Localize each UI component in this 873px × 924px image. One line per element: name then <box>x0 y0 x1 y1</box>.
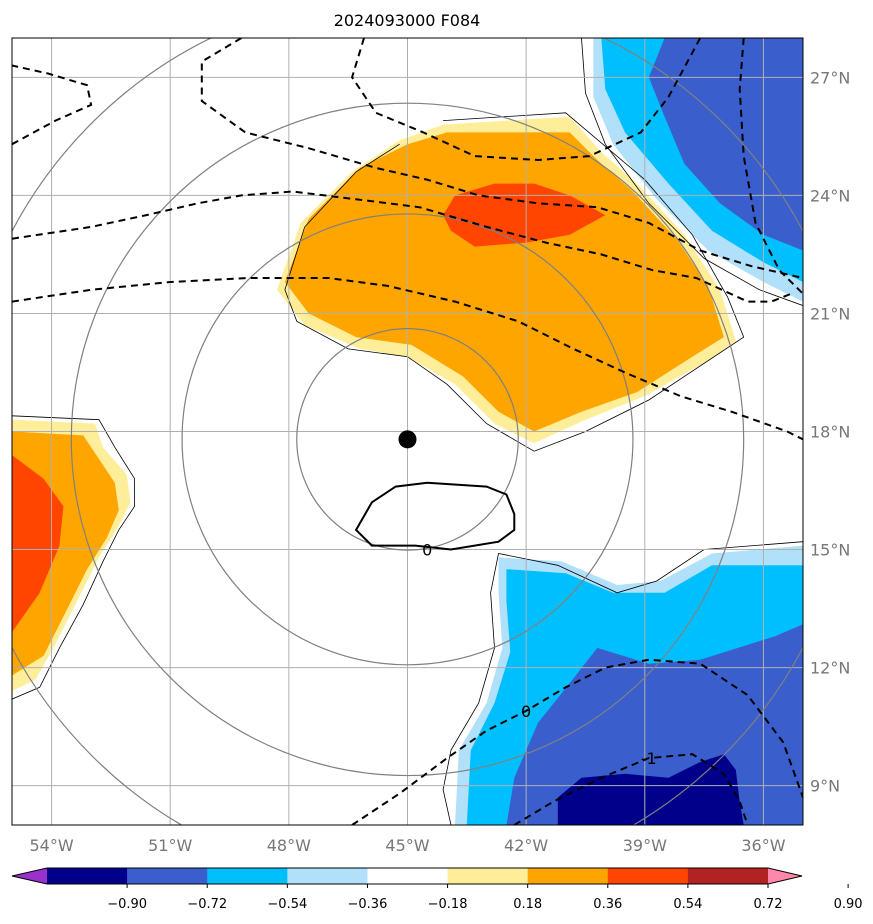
dashed-contour <box>200 38 803 279</box>
lat-tick-label: 21°N <box>810 304 850 323</box>
shading-outline-4 <box>442 541 803 825</box>
colorbar-tick-label: −0.54 <box>267 897 307 912</box>
solid-contour <box>354 481 516 551</box>
range-ring <box>181 213 634 666</box>
contour-label: 0 <box>521 702 531 721</box>
colorbar-extend-high <box>768 868 802 884</box>
contour-label: -1 <box>641 749 657 768</box>
lon-tick-label: 39°W <box>623 836 667 855</box>
colorbar-segment <box>527 868 609 884</box>
colorbar-segment <box>447 868 529 884</box>
lat-lon-grid <box>12 38 803 825</box>
colorbar-outline <box>11 867 803 885</box>
dashed-contour <box>738 38 803 295</box>
storm-center <box>398 430 417 449</box>
colorbar-tick-label: −0.18 <box>428 897 468 912</box>
colorbar-extend-low <box>12 868 47 884</box>
colorbar-segment <box>607 868 689 884</box>
axis-tick-labels: 54°W 51°W 48°W 45°W 42°W 39°W 36°W 9°N 12°N 15°N 1… <box>29 68 850 855</box>
shaded-regions <box>12 38 803 825</box>
colorbar-segment <box>287 868 368 884</box>
zero-contour-lines <box>354 481 516 551</box>
contour-labels: 0 0 -1 <box>422 541 657 769</box>
lon-tick-label: 36°W <box>741 836 785 855</box>
dashed-contour <box>351 658 803 825</box>
colorbar-segment <box>47 868 128 884</box>
colorbar-segment <box>367 868 449 884</box>
range-rings <box>12 38 803 825</box>
dashed-contour <box>513 753 749 825</box>
lon-tick-label: 51°W <box>148 836 192 855</box>
lon-tick-label: 48°W <box>267 836 311 855</box>
colorbar-tick-label: 0.72 <box>754 897 783 912</box>
map-frame <box>11 37 804 826</box>
chart-title: 2024093000 F084 <box>334 11 481 30</box>
colorbar-tick-label: 0.90 <box>834 897 863 912</box>
range-ring <box>70 102 745 777</box>
dashed-contour <box>12 277 803 441</box>
colorbar-segment <box>207 868 288 884</box>
center-dot <box>398 430 417 449</box>
range-ring <box>296 328 519 551</box>
colorbar-segment <box>127 868 208 884</box>
lat-tick-label: 9°N <box>810 777 840 796</box>
colorbar-tick-label: 0.18 <box>513 897 542 912</box>
lat-tick-label: 18°N <box>810 423 850 442</box>
lat-tick-label: 27°N <box>810 68 850 87</box>
colorbar: −0.90 −0.72 −0.54 −0.36 −0.18 0.18 0.36 0.54 0.7… <box>11 867 863 912</box>
fill-region-warm-a-inner <box>284 132 724 432</box>
shading-outline-3 <box>581 38 803 306</box>
colorbar-tick-label: −0.72 <box>187 897 227 912</box>
dashed-contour <box>12 64 93 146</box>
lon-tick-label: 54°W <box>29 836 73 855</box>
lat-tick-label: 24°N <box>810 186 850 205</box>
lon-tick-label: 45°W <box>385 836 429 855</box>
lon-tick-label: 42°W <box>504 836 548 855</box>
colorbar-tick-label: 0.54 <box>673 897 702 912</box>
shading-outline-2 <box>12 415 135 700</box>
dashed-contour <box>351 38 702 162</box>
negative-contours <box>12 38 803 825</box>
colorbar-segment <box>687 868 769 884</box>
contour-label: 0 <box>422 541 432 560</box>
dashed-contour <box>12 190 792 303</box>
fill-region-warm-a-core <box>443 183 606 247</box>
zero-contour-outlines <box>12 38 803 825</box>
colorbar-tick-label: 0.36 <box>593 897 622 912</box>
lat-tick-label: 12°N <box>810 659 850 678</box>
map-plot-area: 0 0 -1 <box>12 38 803 825</box>
colorbar-tick-label: −0.90 <box>107 897 147 912</box>
fill-region-warm-b-core <box>12 455 64 633</box>
fill-region-cool-b-deep <box>557 754 744 825</box>
colorbar-tick-label: −0.36 <box>348 897 388 912</box>
shading-outline-1 <box>284 112 745 452</box>
lat-tick-label: 15°N <box>810 541 850 560</box>
